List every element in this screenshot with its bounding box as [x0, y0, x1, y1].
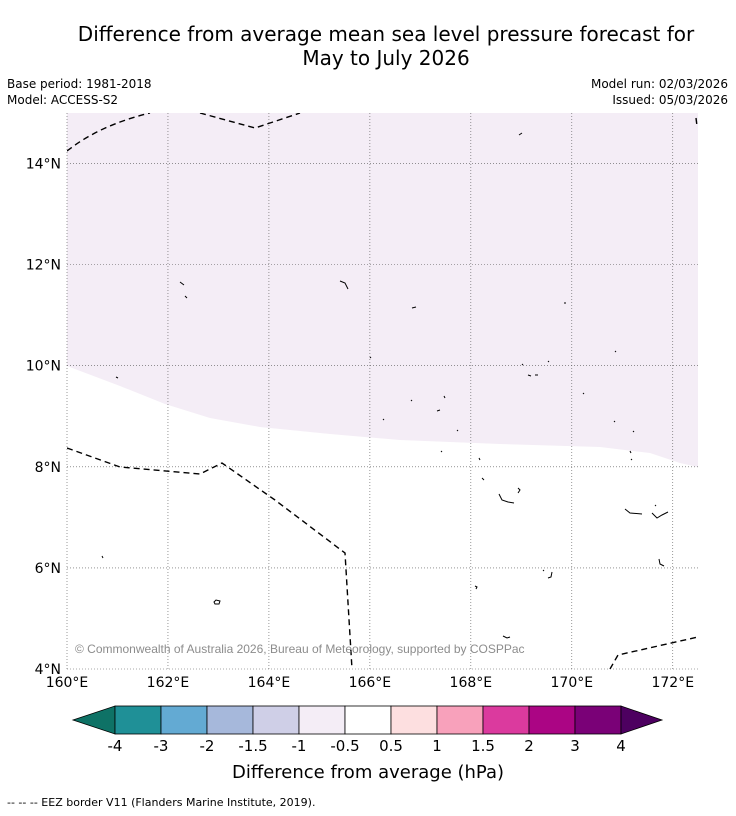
eez-border-south — [67, 447, 353, 669]
island-outline — [624, 508, 643, 515]
latitude-tick-label: 10°N — [26, 359, 61, 375]
copyright-notice: © Commonwealth of Australia 2026, Bureau… — [75, 642, 525, 656]
island-outline — [410, 395, 446, 412]
colorbar-tick-label: -0.5 — [330, 737, 359, 755]
meta-right: Model run: 02/03/2026 Issued: 05/03/2026 — [591, 76, 728, 108]
colorbar-tick-label: -3 — [154, 737, 169, 755]
island-outlines — [101, 132, 669, 639]
anomaly-shaded-region — [67, 113, 698, 467]
longitude-tick-label: 170°E — [551, 675, 594, 691]
island-outline — [369, 356, 372, 359]
colorbar-segment — [528, 705, 576, 735]
eez-border-southeast — [609, 636, 698, 669]
latitude-tick-label: 8°N — [35, 460, 61, 476]
longitude-tick-labels: 160°E 162°E 164°E 166°E 168°E 170°E 172°E — [46, 675, 694, 691]
longitude-tick-label: 164°E — [248, 675, 291, 691]
colorbar-extension-high — [620, 705, 664, 735]
colorbar-segment — [206, 705, 254, 735]
island-outline — [478, 450, 633, 461]
colorbar-tick-label: 1.5 — [471, 737, 495, 755]
title-line-2: May to July 2026 — [302, 46, 470, 70]
colorbar-tick-label: -2 — [200, 737, 215, 755]
longitude-tick-label: 162°E — [147, 675, 190, 691]
longitude-tick-label: 168°E — [450, 675, 493, 691]
issued-date: Issued: 05/03/2026 — [612, 93, 728, 107]
colorbar-tick-label: 1 — [432, 737, 442, 755]
island-outline — [474, 585, 478, 590]
colorbar-segment — [252, 705, 300, 735]
colorbar-extension-low — [71, 705, 116, 735]
island-outline — [339, 280, 349, 290]
eez-legend: -- -- -- EEZ border V11 (Flanders Marine… — [7, 796, 316, 809]
meta-left: Base period: 1981-2018 Model: ACCESS-S2 — [7, 76, 152, 108]
colorbar-tick-label: 0.5 — [379, 737, 403, 755]
colorbar-segment — [482, 705, 530, 735]
eez-border-north — [67, 113, 301, 152]
colorbar-tick-label: -4 — [108, 737, 123, 755]
chart-title: Difference from average mean sea level p… — [0, 22, 736, 70]
longitude-tick-label: 172°E — [651, 675, 694, 691]
island-outline — [179, 281, 188, 299]
island-outline — [518, 132, 523, 136]
colorbar-tick-label: -1 — [292, 737, 307, 755]
eez-border-northeast — [695, 117, 698, 127]
colorbar-segment — [298, 705, 346, 735]
colorbar-tick-label: 4 — [616, 737, 626, 755]
island-outline — [542, 569, 553, 579]
colorbar-segment — [574, 705, 622, 735]
latitude-tick-label: 12°N — [26, 258, 61, 274]
island-outline — [498, 493, 515, 504]
island-outline — [502, 635, 511, 639]
colorbar-label: Difference from average (hPa) — [232, 762, 504, 783]
island-outline — [517, 487, 521, 494]
island-outline — [101, 555, 104, 559]
title-line-1: Difference from average mean sea level p… — [77, 22, 695, 46]
longitude-tick-label: 166°E — [349, 675, 392, 691]
colorbar-segment — [390, 705, 438, 735]
latitude-tick-labels: 4°N 6°N 8°N 10°N 12°N 14°N — [26, 157, 61, 678]
colorbar-segment — [160, 705, 208, 735]
colorbar-segment — [436, 705, 484, 735]
island-outline — [614, 350, 617, 353]
island-outline — [481, 477, 485, 481]
island-outline — [382, 418, 459, 453]
longitude-tick-label: 160°E — [46, 675, 89, 691]
island-outline — [654, 504, 657, 507]
island-outline — [582, 392, 635, 433]
latitude-tick-label: 14°N — [26, 157, 61, 173]
island-outline — [658, 558, 665, 567]
model-run: Model run: 02/03/2026 — [590, 77, 728, 91]
island-outline — [651, 511, 669, 519]
island-outline — [521, 360, 550, 377]
eez-borders — [67, 113, 698, 669]
latitude-tick-label: 6°N — [35, 561, 61, 577]
base-period: Base period: 1981-2018 — [7, 77, 152, 91]
colorbar-tick-label: -1.5 — [238, 737, 267, 755]
island-outline — [411, 306, 417, 309]
colorbar-tick-label: 2 — [524, 737, 534, 755]
model-name: Model: ACCESS-S2 — [7, 93, 119, 107]
island-outline — [213, 599, 221, 605]
colorbar: -4 -3 -2 -1.5 -1 -0.5 0.5 1 1.5 2 3 4 — [71, 705, 664, 755]
latitude-tick-label: 4°N — [35, 662, 61, 678]
colorbar-segment — [344, 705, 392, 735]
gridlines — [66, 113, 698, 670]
colorbar-tick-label: 3 — [570, 737, 580, 755]
colorbar-segment — [114, 705, 162, 735]
island-outline — [115, 376, 119, 379]
